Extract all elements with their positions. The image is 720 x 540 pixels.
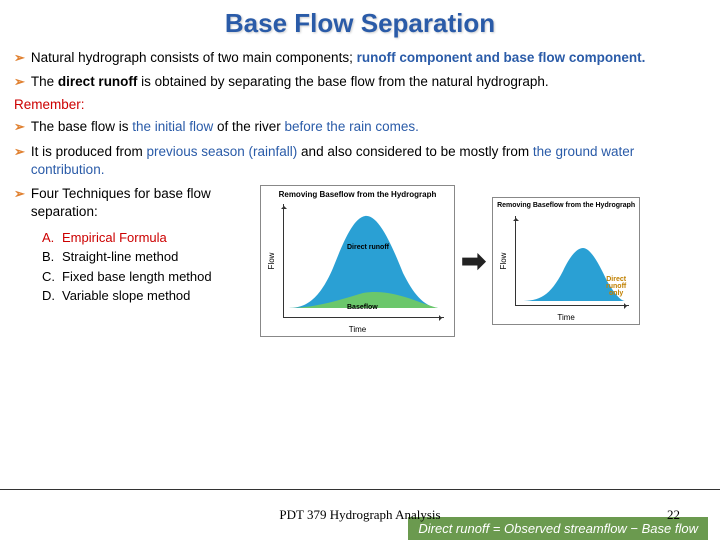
chart2-title: Removing Baseflow from the Hydrograph: [493, 202, 639, 209]
runoff-label: Direct runoff: [347, 244, 389, 251]
bullet-1: ➢ Natural hydrograph consists of two mai…: [14, 49, 706, 67]
list-item: C.Fixed base length method: [42, 267, 254, 287]
item-a: Empirical Formula: [62, 228, 167, 248]
remember-label: Remember:: [14, 97, 706, 112]
bullet-5-text: Four Techniques for base flow separation…: [31, 185, 254, 221]
bullet-arrow-icon: ➢: [14, 185, 25, 203]
chart1-ylabel: Flow: [267, 253, 276, 270]
baseflow-label: Baseflow: [347, 304, 378, 311]
chart1-title: Removing Baseflow from the Hydrograph: [261, 190, 454, 199]
bullet-3-text: The base flow is the initial flow of the…: [31, 118, 419, 136]
bottom-area: ➢ Four Techniques for base flow separati…: [14, 185, 706, 337]
t: and also considered to be mostly from: [297, 144, 533, 159]
bullet-arrow-icon: ➢: [14, 118, 25, 136]
bullet-2-text: The direct runoff is obtained by separat…: [31, 73, 549, 91]
slide-content: Base Flow Separation ➢ Natural hydrograp…: [0, 0, 720, 490]
t: The: [31, 74, 58, 89]
t: direct runoff: [58, 74, 138, 89]
letter-b: B.: [42, 247, 62, 267]
bullet-1-bold: runoff component and base flow component…: [357, 50, 646, 65]
chart-after: Removing Baseflow from the Hydrograph Fl…: [492, 197, 640, 325]
list-item: D.Variable slope method: [42, 286, 254, 306]
t: is obtained by separating the base flow …: [137, 74, 548, 89]
chart2-xlabel: Time: [557, 313, 574, 322]
bullet-2: ➢ The direct runoff is obtained by separ…: [14, 73, 706, 91]
slide-footer: PDT 379 Hydrograph Analysis 22: [0, 490, 720, 540]
footer-course: PDT 379 Hydrograph Analysis: [279, 507, 440, 523]
t: the initial flow: [132, 119, 213, 134]
letter-c: C.: [42, 267, 62, 287]
left-column: ➢ Four Techniques for base flow separati…: [14, 185, 254, 305]
item-b: Straight-line method: [62, 247, 178, 267]
item-d: Variable slope method: [62, 286, 190, 306]
t: previous season (rainfall): [146, 144, 297, 159]
charts-area: Removing Baseflow from the Hydrograph Fl…: [260, 185, 706, 337]
techniques-list: A.Empirical Formula B.Straight-line meth…: [42, 228, 254, 306]
bullet-4-text: It is produced from previous season (rai…: [31, 143, 706, 179]
t: It is produced from: [31, 144, 147, 159]
list-item: B.Straight-line method: [42, 247, 254, 267]
bullet-1-prefix: Natural hydrograph consists of two main …: [31, 50, 357, 65]
letter-a: A.: [42, 228, 62, 248]
slide-title: Base Flow Separation: [14, 8, 706, 39]
bullet-3: ➢ The base flow is the initial flow of t…: [14, 118, 706, 136]
chart2-ylabel: Flow: [499, 253, 508, 270]
chart1-svg: [283, 208, 443, 318]
item-c: Fixed base length method: [62, 267, 212, 287]
chart-before: Removing Baseflow from the Hydrograph Fl…: [260, 185, 455, 337]
bullet-1-text: Natural hydrograph consists of two main …: [31, 49, 645, 67]
runoff-only-label: Direct runoff only: [601, 276, 631, 297]
bullet-4: ➢ It is produced from previous season (r…: [14, 143, 706, 179]
chart1-xlabel: Time: [349, 325, 366, 334]
arrow-right-icon: ➡: [461, 244, 486, 279]
t: before the rain comes.: [285, 119, 419, 134]
t: The base flow is: [31, 119, 132, 134]
bullet-arrow-icon: ➢: [14, 73, 25, 91]
footer-page-number: 22: [667, 507, 680, 523]
bullet-arrow-icon: ➢: [14, 49, 25, 67]
list-item: A.Empirical Formula: [42, 228, 254, 248]
t: of the river: [213, 119, 284, 134]
bullet-arrow-icon: ➢: [14, 143, 25, 161]
letter-d: D.: [42, 286, 62, 306]
bullet-5: ➢ Four Techniques for base flow separati…: [14, 185, 254, 221]
